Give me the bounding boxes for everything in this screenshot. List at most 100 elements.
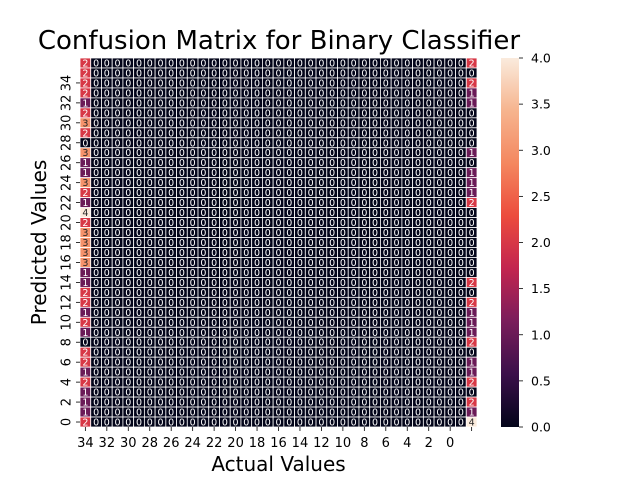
y-tick-label: 20 (60, 214, 75, 231)
cell-value-label: 0 (93, 118, 99, 129)
cell-value-label: 0 (93, 188, 99, 199)
x-tick-label: 6 (382, 436, 390, 451)
cell-value-label: 0 (147, 238, 153, 249)
cell-value-label: 0 (157, 108, 163, 119)
cell-value-label: 0 (211, 138, 217, 149)
cell-value-label: 2 (82, 128, 88, 139)
cell-value-label: 0 (469, 128, 475, 139)
cell-value-label: 0 (286, 238, 292, 249)
cell-value-label: 0 (125, 238, 131, 249)
cell-value-label: 0 (329, 88, 335, 99)
cell-value-label: 0 (436, 88, 442, 99)
cell-value-label: 0 (351, 208, 357, 219)
cell-value-label: 0 (211, 158, 217, 169)
cell-value-label: 0 (404, 138, 410, 149)
cell-value-label: 0 (308, 58, 314, 69)
cell-value-label: 0 (200, 198, 206, 209)
cell-value-label: 0 (265, 228, 271, 239)
cell-value-label: 0 (404, 128, 410, 139)
cell-value-label: 0 (436, 78, 442, 89)
cell-value-label: 0 (426, 68, 432, 79)
cell-value-label: 0 (308, 418, 314, 429)
cell-value-label: 0 (190, 88, 196, 99)
cell-value-label: 0 (361, 418, 367, 429)
cell-value-label: 0 (404, 88, 410, 99)
cell-value-label: 0 (404, 148, 410, 159)
cell-value-label: 0 (222, 218, 228, 229)
cell-value-label: 0 (168, 238, 174, 249)
cell-value-label: 0 (458, 208, 464, 219)
cell-value-label: 0 (297, 78, 303, 89)
cell-value-label: 0 (222, 178, 228, 189)
cell-value-label: 0 (383, 238, 389, 249)
cell-value-label: 0 (222, 68, 228, 79)
cell-value-label: 0 (318, 158, 324, 169)
cell-value-label: 0 (340, 128, 346, 139)
cell-value-label: 0 (104, 178, 110, 189)
cell-value-label: 0 (394, 128, 400, 139)
cell-value-label: 0 (436, 108, 442, 119)
cell-value-label: 0 (147, 198, 153, 209)
cell-value-label: 0 (297, 88, 303, 99)
cell-value-label: 0 (415, 208, 421, 219)
cell-value-label: 0 (286, 228, 292, 239)
cell-value-label: 0 (115, 208, 121, 219)
cell-value-label: 0 (329, 228, 335, 239)
cell-value-label: 0 (404, 238, 410, 249)
cell-value-label: 0 (351, 188, 357, 199)
cell-value-label: 0 (157, 198, 163, 209)
cell-value-label: 0 (426, 178, 432, 189)
cell-value-label: 0 (104, 128, 110, 139)
cell-value-label: 0 (200, 58, 206, 69)
cell-value-label: 0 (286, 108, 292, 119)
cell-value-label: 0 (340, 218, 346, 229)
cell-value-label: 0 (297, 128, 303, 139)
cell-value-label: 0 (458, 418, 464, 429)
cell-value-label: 0 (308, 148, 314, 159)
cell-value-label: 0 (211, 78, 217, 89)
cell-value-label: 0 (275, 138, 281, 149)
cell-value-label: 0 (211, 108, 217, 119)
cell-value-label: 0 (447, 98, 453, 109)
cell-value-label: 0 (157, 238, 163, 249)
cell-value-label: 0 (447, 198, 453, 209)
cell-value-label: 0 (340, 198, 346, 209)
cell-value-label: 1 (82, 198, 88, 209)
cell-value-label: 0 (254, 238, 260, 249)
cell-value-label: 0 (233, 188, 239, 199)
cell-value-label: 0 (265, 78, 271, 89)
cell-value-label: 0 (275, 88, 281, 99)
cell-value-label: 0 (436, 208, 442, 219)
cell-value-label: 0 (394, 178, 400, 189)
cell-value-label: 0 (404, 178, 410, 189)
cell-value-label: 0 (372, 168, 378, 179)
cell-value-label: 0 (125, 78, 131, 89)
cell-value-label: 0 (351, 98, 357, 109)
cell-value-label: 0 (383, 418, 389, 429)
cell-value-label: 0 (243, 78, 249, 89)
cell-value-label: 0 (329, 238, 335, 249)
cell-value-label: 0 (168, 198, 174, 209)
cell-value-label: 0 (394, 88, 400, 99)
cell-value-label: 0 (233, 138, 239, 149)
y-tick-label: 6 (59, 358, 74, 366)
cell-value-label: 0 (458, 138, 464, 149)
cell-value-label: 2 (82, 188, 88, 199)
cell-value-label: 0 (200, 218, 206, 229)
cell-value-label: 3 (82, 228, 88, 239)
cell-value-label: 0 (275, 158, 281, 169)
cell-value-label: 0 (190, 248, 196, 259)
cell-value-label: 0 (415, 198, 421, 209)
cell-value-label: 0 (340, 168, 346, 179)
cell-value-label: 0 (168, 138, 174, 149)
cell-value-label: 0 (383, 128, 389, 139)
cell-value-label: 0 (394, 158, 400, 169)
cell-value-label: 0 (404, 98, 410, 109)
cell-value-label: 0 (254, 248, 260, 259)
cell-value-label: 0 (211, 88, 217, 99)
cell-value-label: 0 (104, 238, 110, 249)
cell-value-label: 0 (394, 228, 400, 239)
cell-value-label: 0 (447, 208, 453, 219)
cell-value-label: 0 (200, 418, 206, 429)
